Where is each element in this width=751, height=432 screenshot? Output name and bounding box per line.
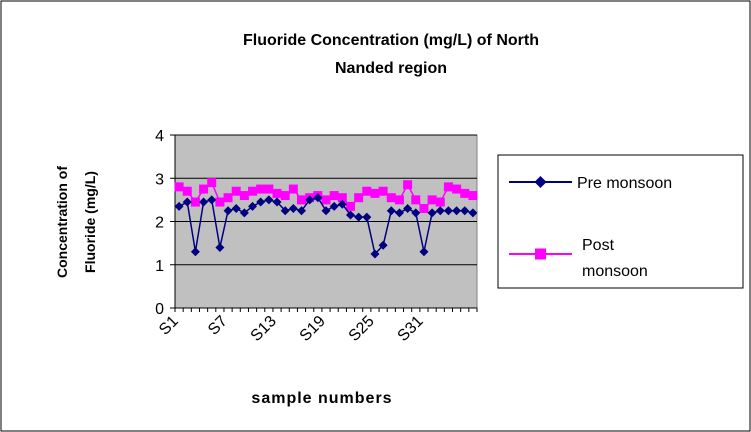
data-point-pre-monsoon bbox=[215, 242, 225, 252]
data-point-pre-monsoon bbox=[256, 197, 266, 207]
data-point-pre-monsoon bbox=[468, 208, 478, 218]
data-point-post-monsoon bbox=[182, 186, 192, 196]
data-point-post-monsoon bbox=[329, 191, 339, 201]
data-point-pre-monsoon bbox=[223, 206, 233, 216]
data-point-pre-monsoon bbox=[403, 204, 413, 214]
data-point-post-monsoon bbox=[354, 193, 364, 203]
data-point-post-monsoon bbox=[231, 186, 241, 196]
data-point-post-monsoon bbox=[264, 184, 274, 194]
data-point-post-monsoon bbox=[239, 191, 249, 201]
data-point-post-monsoon bbox=[337, 193, 347, 203]
data-point-pre-monsoon bbox=[354, 212, 364, 222]
data-point-pre-monsoon bbox=[288, 204, 298, 214]
data-point-pre-monsoon bbox=[394, 208, 404, 218]
data-point-post-monsoon bbox=[468, 191, 478, 201]
legend-marker-pre-monsoon bbox=[534, 176, 547, 188]
legend-label-post-monsoon-line-2: monsoon bbox=[582, 263, 648, 280]
series-pre-monsoon bbox=[174, 193, 478, 259]
y-axis-title: Concentration of Fluoride (mg/L) bbox=[54, 166, 98, 278]
y-tick-label: 4 bbox=[155, 128, 164, 145]
data-point-pre-monsoon bbox=[337, 199, 347, 209]
legend-label-pre-monsoon: Pre monsoon bbox=[577, 175, 672, 192]
data-point-pre-monsoon bbox=[345, 210, 355, 220]
data-point-post-monsoon bbox=[248, 186, 258, 196]
legend-box bbox=[497, 154, 744, 289]
data-point-pre-monsoon bbox=[362, 212, 372, 222]
y-axis-ticks: 0 1 2 3 4 bbox=[155, 128, 175, 318]
data-point-post-monsoon bbox=[427, 195, 437, 205]
data-point-post-monsoon bbox=[370, 188, 380, 198]
data-point-pre-monsoon bbox=[248, 201, 258, 211]
data-point-post-monsoon bbox=[411, 195, 421, 205]
data-point-post-monsoon bbox=[280, 191, 290, 201]
data-point-post-monsoon bbox=[443, 182, 453, 192]
data-point-post-monsoon bbox=[435, 197, 445, 207]
data-point-pre-monsoon bbox=[190, 247, 200, 257]
data-point-post-monsoon bbox=[452, 184, 462, 194]
data-point-post-monsoon bbox=[386, 193, 396, 203]
data-point-post-monsoon bbox=[460, 188, 470, 198]
y-tick-label: 1 bbox=[155, 258, 164, 275]
y-axis-title-line-2: Fluoride (mg/L) bbox=[82, 171, 98, 273]
x-axis-title: sample numbers bbox=[251, 390, 392, 407]
data-point-post-monsoon bbox=[321, 195, 331, 205]
data-point-post-monsoon bbox=[297, 195, 307, 205]
data-point-post-monsoon bbox=[345, 201, 355, 211]
data-point-pre-monsoon bbox=[313, 193, 323, 203]
data-point-pre-monsoon bbox=[182, 197, 192, 207]
data-point-pre-monsoon bbox=[460, 206, 470, 216]
data-point-post-monsoon bbox=[190, 197, 200, 207]
data-point-post-monsoon bbox=[378, 186, 388, 196]
data-point-pre-monsoon bbox=[207, 195, 217, 205]
legend-label-post-monsoon-line-1: Post bbox=[582, 237, 615, 254]
data-point-post-monsoon bbox=[215, 197, 225, 207]
series-layer bbox=[174, 178, 478, 259]
y-tick-label: 0 bbox=[155, 301, 164, 318]
data-point-post-monsoon bbox=[174, 182, 184, 192]
data-point-post-monsoon bbox=[394, 195, 404, 205]
data-point-pre-monsoon bbox=[174, 201, 184, 211]
y-axis-title-line-1: Concentration of bbox=[54, 166, 70, 278]
data-point-pre-monsoon bbox=[443, 206, 453, 216]
chart-title-line-1: Fluoride Concentration (mg/L) of North bbox=[243, 32, 539, 49]
data-point-post-monsoon bbox=[362, 186, 372, 196]
data-point-pre-monsoon bbox=[411, 208, 421, 218]
data-point-pre-monsoon bbox=[321, 206, 331, 216]
data-point-pre-monsoon bbox=[386, 206, 396, 216]
data-point-pre-monsoon bbox=[239, 208, 249, 218]
data-point-pre-monsoon bbox=[231, 204, 241, 214]
data-point-pre-monsoon bbox=[452, 206, 462, 216]
data-point-post-monsoon bbox=[256, 184, 266, 194]
y-tick-label: 2 bbox=[155, 215, 164, 232]
data-point-post-monsoon bbox=[199, 184, 209, 194]
data-point-post-monsoon bbox=[207, 178, 217, 188]
data-point-pre-monsoon bbox=[264, 195, 274, 205]
data-point-post-monsoon bbox=[288, 184, 298, 194]
data-point-pre-monsoon bbox=[280, 206, 290, 216]
data-point-pre-monsoon bbox=[297, 206, 307, 216]
data-point-pre-monsoon bbox=[305, 195, 315, 205]
data-point-post-monsoon bbox=[223, 193, 233, 203]
data-point-post-monsoon bbox=[272, 188, 282, 198]
y-tick-label: 3 bbox=[155, 171, 164, 188]
data-point-post-monsoon bbox=[403, 180, 413, 190]
data-point-pre-monsoon bbox=[378, 240, 388, 250]
data-point-pre-monsoon bbox=[272, 197, 282, 207]
data-point-pre-monsoon bbox=[329, 201, 339, 211]
data-point-pre-monsoon bbox=[427, 208, 437, 218]
legend: Pre monsoon Post monsoon bbox=[497, 154, 744, 289]
chart-title-line-2: Nanded region bbox=[335, 60, 447, 77]
data-point-pre-monsoon bbox=[435, 206, 445, 216]
data-point-post-monsoon bbox=[419, 204, 429, 214]
legend-marker-post-monsoon bbox=[535, 248, 546, 260]
data-point-pre-monsoon bbox=[199, 197, 209, 207]
series-post-monsoon bbox=[174, 178, 478, 214]
data-point-pre-monsoon bbox=[419, 247, 429, 257]
data-point-pre-monsoon bbox=[370, 249, 380, 259]
